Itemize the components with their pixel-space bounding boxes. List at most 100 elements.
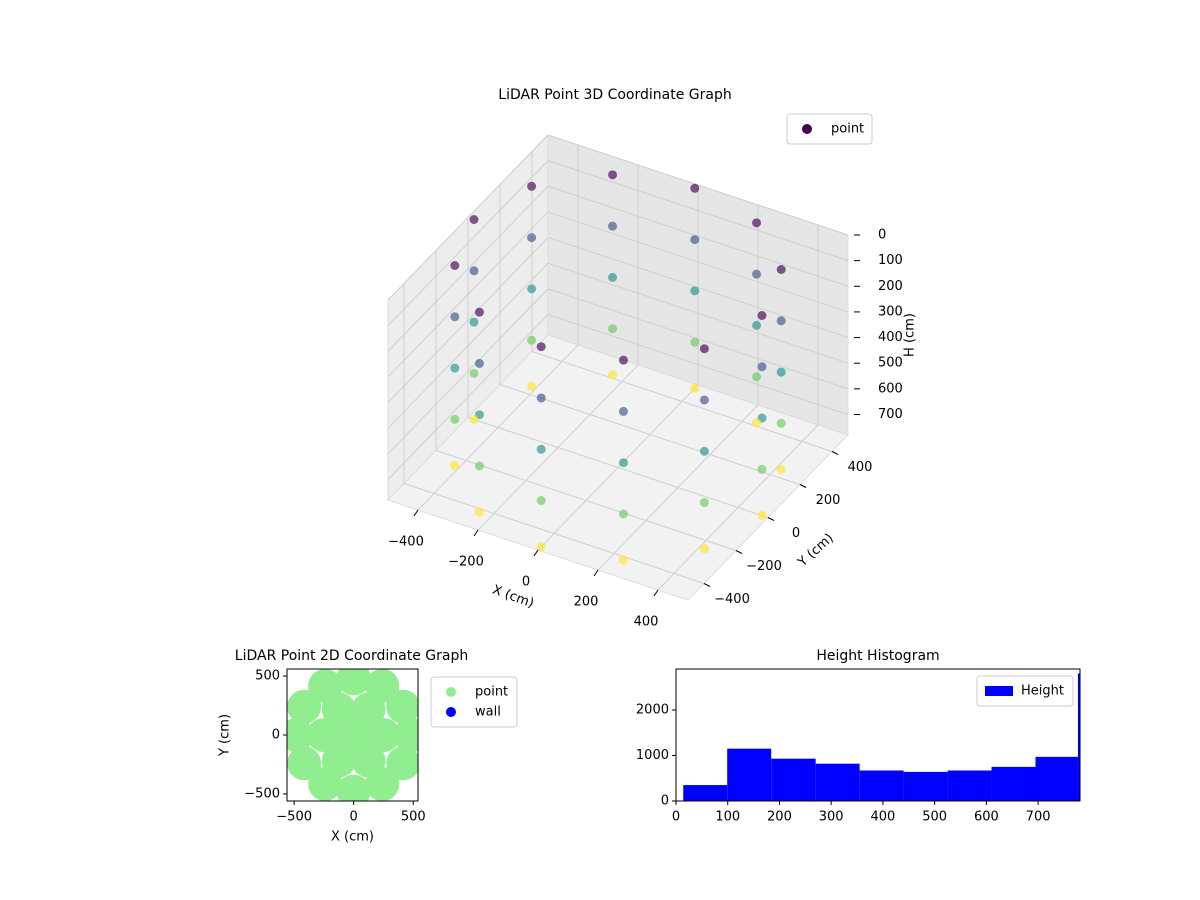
grid-line [435,450,737,551]
z-axis-label: H (cm) [903,313,918,357]
point [469,215,479,224]
x-tick-label: 0 [522,575,530,590]
point [287,746,322,781]
grid-line [547,237,849,339]
legend-label: wall [475,705,501,720]
x-tick-label: −200 [448,555,484,570]
z-tick-label: 400 [878,330,903,345]
point [365,767,400,801]
tick-mark [653,589,659,597]
point [450,414,460,424]
point [536,496,546,506]
point [450,461,460,470]
point [699,395,709,405]
point [699,446,709,456]
plot-frame [675,668,1081,802]
point [757,362,767,372]
y-tick-label: −200 [746,559,782,574]
x-tick-label: −400 [388,535,424,550]
x-tick-label: 400 [871,810,896,825]
point [776,316,786,326]
z-tick-label: 0 [878,228,886,243]
legend-label: Height [1021,684,1064,699]
grid-line [547,288,849,390]
point [752,372,762,382]
chart-title: Height Histogram [816,648,939,664]
tick-mark [473,529,479,537]
point [776,418,786,428]
point [336,774,371,801]
point [527,335,537,345]
point [386,746,418,781]
point [287,718,314,752]
y-tick-label: 1000 [636,748,669,763]
grid-line [387,160,549,326]
point [608,221,618,231]
bar [903,771,948,801]
x-tick-label: 100 [715,810,740,825]
grid-line [403,483,705,584]
y-tick-label: 0 [661,794,669,809]
point [690,337,700,347]
bar [683,785,728,801]
x-tick-label: 600 [974,810,999,825]
point [690,235,700,245]
point [699,344,709,354]
x-tick-label: 500 [401,810,426,825]
y-tick-label: −500 [244,786,280,801]
chart-title: LiDAR Point 2D Coordinate Graph [235,648,468,664]
legend-label: point [831,122,864,137]
point [306,718,341,752]
point [536,444,546,454]
x-tick-label: 300 [819,810,844,825]
point [618,458,628,468]
point [474,507,484,517]
grid-line [387,134,549,301]
point [618,406,628,416]
point [469,266,479,276]
y-axis-label: Y (cm) [218,714,233,757]
z-tick-label: 500 [878,356,903,371]
point [536,342,546,352]
grid-line [547,185,849,287]
legend-label: point [475,685,508,700]
tick-mark [831,451,839,455]
x-axis-label: X (cm) [331,830,374,845]
tick-mark [593,569,599,577]
point [752,418,762,428]
point [450,261,460,270]
point [469,317,479,327]
legend-marker [802,124,812,134]
point [308,669,343,703]
point [752,320,762,330]
point [450,312,460,322]
grid-line [499,384,801,485]
y-tick-label: 0 [272,728,280,743]
grid-line [387,211,549,378]
point [776,465,786,474]
grid-line [547,262,849,364]
point [618,509,628,519]
point [527,284,537,294]
grid-line [547,134,849,236]
grid-line [547,314,849,415]
y-tick-label: 500 [255,669,280,684]
chart-title: LiDAR Point 3D Coordinate Graph [498,87,731,103]
x-tick-label: 400 [634,615,659,630]
legend-marker [446,707,456,717]
bar [727,748,772,801]
y-tick-label: 400 [848,460,873,475]
x-tick-label: −500 [276,810,312,825]
x-tick-label: 500 [922,810,947,825]
point [752,269,762,279]
point [608,170,618,180]
tick-mark [767,517,775,521]
point [527,381,537,391]
tick-mark [703,583,711,587]
point [690,286,700,296]
point [474,358,484,368]
x-tick-label: 700 [1026,810,1051,825]
point [776,265,786,274]
point [608,370,618,380]
